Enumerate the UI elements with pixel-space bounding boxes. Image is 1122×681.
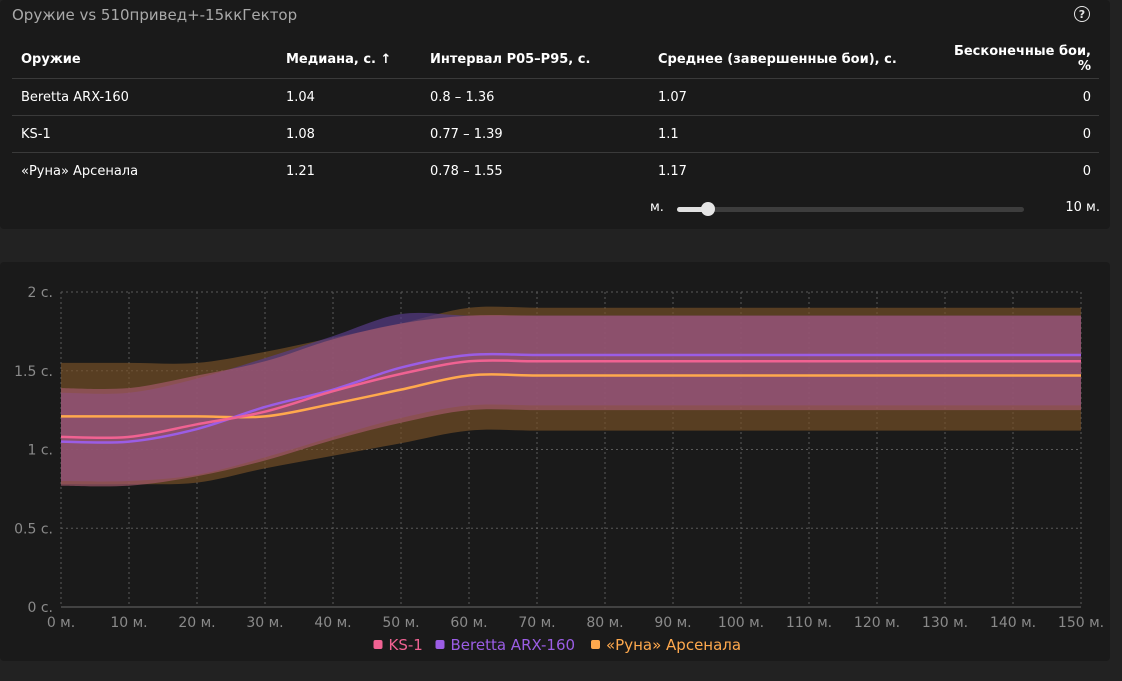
interval-cell: 0.78 – 1.55 [430,163,503,179]
y-tick-label: 0 с. [27,600,53,616]
slider-min-label: м. [650,200,664,215]
x-tick-label: 120 м. [854,615,900,631]
header-median[interactable]: Медиана, с. ↑ [277,40,421,79]
x-tick-label: 30 м. [246,615,283,631]
slider-fill [677,207,709,212]
x-tick-label: 70 м. [518,615,555,631]
x-tick-label: 40 м. [314,615,351,631]
y-tick-label: 1.5 с. [14,364,53,380]
x-tick-label: 130 м. [922,615,968,631]
table-row: «Руна» Арсенала 1.21 0.78 – 1.55 1.17 0 [12,153,1099,190]
weapons-table: Оружие Медиана, с. ↑ Интервал P05–P95, с… [12,40,1099,189]
band-1 [61,315,1081,487]
panel-title: Оружие vs 510привед+-15ккГектор [12,6,298,24]
slider-track[interactable] [677,202,1024,216]
stats-panel: Оружие vs 510привед+-15ккГектор ? Оружие… [0,0,1110,229]
median-cell: 1.04 [277,78,421,116]
distance-slider: м. 10 м. [650,200,1100,218]
legend-label: Beretta ARX-160 [451,636,576,654]
legend-swatch [591,640,600,649]
x-tick-label: 150 м. [1058,615,1104,631]
header-interval[interactable]: Интервал P05–P95, с. [421,40,649,79]
legend-swatch [373,640,383,649]
x-tick-label: 140 м. [990,615,1036,631]
infinite-cell: 0 [928,78,1099,116]
interval-cell: 0.8 – 1.36 [421,78,649,116]
x-tick-label: 0 м. [47,615,75,631]
table-row: KS-1 1.08 0.77 – 1.39 1.1 0 [12,115,1099,153]
question-circle-icon[interactable]: ? [1074,6,1090,22]
median-cell: 1.08 [277,115,421,153]
median-cell: 1.21 [286,163,315,179]
infinite-cell: 0 [928,115,1099,153]
mean-cell: 1.17 [658,163,687,179]
header-mean[interactable]: Среднее (завершенные бои), с. [649,40,928,79]
weapon-link[interactable]: Beretta ARX-160 [12,78,277,116]
x-tick-label: 90 м. [654,615,691,631]
infinite-cell: 0 [1082,163,1091,179]
y-tick-label: 1 с. [27,443,53,459]
series-line-1 [60,359,1081,440]
legend-label: KS-1 [389,636,423,654]
slider-max-label: 10 м. [1065,200,1100,215]
x-tick-label: 20 м. [178,615,215,631]
y-tick-label: 0.5 с. [14,521,53,537]
legend-swatch [435,640,445,649]
interval-cell: 0.77 – 1.39 [421,115,649,153]
x-tick-label: 50 м. [382,615,419,631]
line-chart: 0 м. 10 м. 20 м. 30 м. 40 м. 50 м. 60 м. 70 м. 8… [14,285,1104,654]
header-infinite[interactable]: Бесконечные бои, % [928,40,1099,79]
header-weapon[interactable]: Оружие [12,40,277,79]
y-tick-label: 2 с. [27,285,53,301]
slider-thumb[interactable] [701,202,716,216]
mean-cell: 1.07 [649,78,928,116]
x-tick-label: 80 м. [586,615,623,631]
x-tick-label: 60 м. [450,615,487,631]
legend-label: «Руна» Арсенала [606,636,741,654]
weapon-link[interactable]: «Руна» Арсенала [21,163,139,179]
x-tick-label: 110 м. [786,615,832,631]
chart-panel: 0 м. 10 м. 20 м. 30 м. 40 м. 50 м. 60 м. 70 м. 8… [0,262,1110,661]
mean-cell: 1.1 [649,115,928,153]
x-tick-label: 10 м. [110,615,147,631]
table-row: Beretta ARX-160 1.04 0.8 – 1.36 1.07 0 [12,78,1099,116]
weapon-link[interactable]: KS-1 [12,115,277,153]
table-header-row: Оружие Медиана, с. ↑ Интервал P05–P95, с… [12,40,1099,79]
x-tick-label: 100 м. [718,615,764,631]
